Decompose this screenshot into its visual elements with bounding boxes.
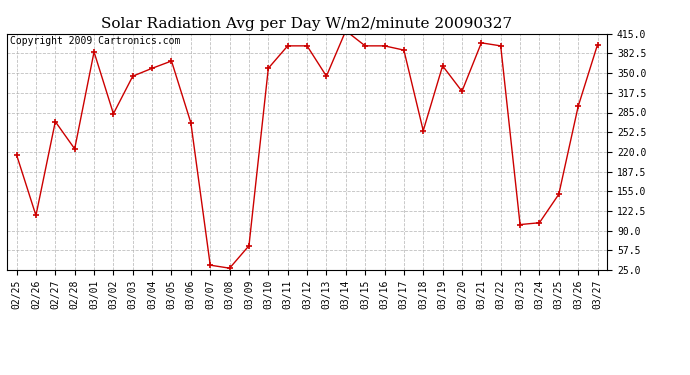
Title: Solar Radiation Avg per Day W/m2/minute 20090327: Solar Radiation Avg per Day W/m2/minute … bbox=[101, 17, 513, 31]
Text: Copyright 2009 Cartronics.com: Copyright 2009 Cartronics.com bbox=[10, 36, 180, 46]
